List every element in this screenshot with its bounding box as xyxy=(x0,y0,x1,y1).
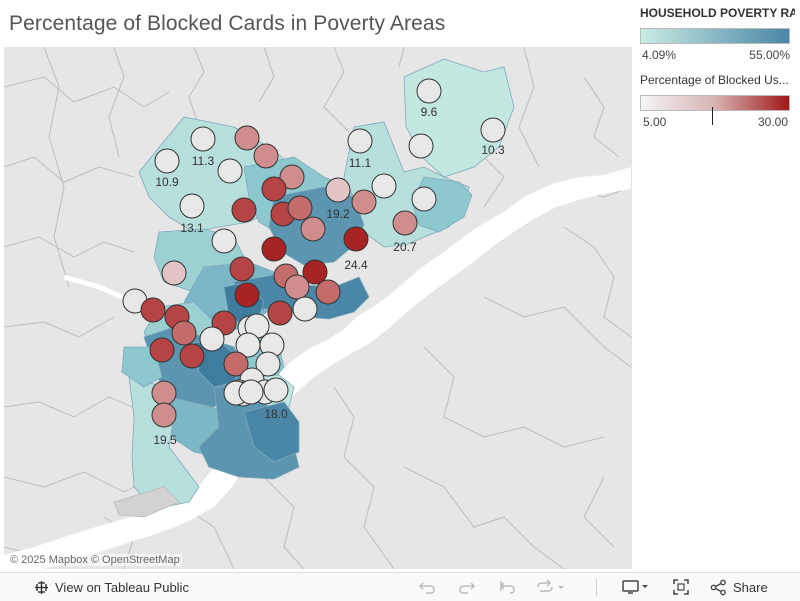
blocked-card-circle[interactable] xyxy=(292,296,318,322)
toolbar-separator xyxy=(596,579,597,596)
tableau-logo-icon xyxy=(35,581,48,594)
share-label: Share xyxy=(733,580,768,595)
blocked-card-circle[interactable] xyxy=(151,402,177,428)
blocked-card-circle[interactable] xyxy=(261,176,287,202)
blocked-card-circle[interactable] xyxy=(302,259,328,285)
blocked-card-circle[interactable] xyxy=(351,189,377,215)
legend-blocked: Percentage of Blocked Us... 5.00 30.00 xyxy=(640,73,795,129)
blocked-card-circle[interactable] xyxy=(315,279,341,305)
blocked-card-circle[interactable] xyxy=(179,343,205,369)
circle-value-label: 11.3 xyxy=(192,154,215,168)
blocked-card-circle[interactable] xyxy=(151,380,177,406)
blocked-cards-marks xyxy=(122,78,506,428)
delaware-river xyxy=(4,167,631,569)
blocked-card-circle[interactable] xyxy=(234,125,260,151)
blocked-card-circle[interactable] xyxy=(231,197,257,223)
blocked-card-circle[interactable] xyxy=(411,186,437,212)
refresh-dropdown-icon[interactable] xyxy=(536,578,566,596)
blocked-card-circle[interactable] xyxy=(343,226,369,252)
blocked-card-circle[interactable] xyxy=(238,379,264,405)
blocked-card-circle[interactable] xyxy=(223,351,249,377)
revert-icon[interactable] xyxy=(498,578,516,596)
blocked-card-circle[interactable] xyxy=(154,148,180,174)
blocked-card-circle[interactable] xyxy=(140,297,166,323)
circle-value-label: 19.5 xyxy=(153,433,177,447)
blocked-card-circle[interactable] xyxy=(234,282,260,308)
legend-poverty-max: 55.00% xyxy=(749,48,790,62)
circle-value-label: 9.6 xyxy=(421,105,438,119)
circle-value-label: 11.1 xyxy=(349,156,372,170)
redo-icon[interactable] xyxy=(458,578,476,596)
view-on-tableau-public-button[interactable]: View on Tableau Public xyxy=(34,580,189,595)
blocked-card-circle[interactable] xyxy=(284,274,310,300)
circle-value-label: 10.9 xyxy=(155,175,179,189)
legend-poverty-gradient xyxy=(640,28,790,44)
legend-blocked-title: Percentage of Blocked Us... xyxy=(640,73,789,87)
blocked-card-circle[interactable] xyxy=(161,260,187,286)
legend-blocked-marker xyxy=(712,107,713,125)
legend-poverty-title: HOUSEHOLD POVERTY RA... xyxy=(640,6,795,20)
view-on-tableau-public-label: View on Tableau Public xyxy=(55,580,189,595)
blocked-card-circle[interactable] xyxy=(480,117,506,143)
map-view[interactable]: 9.6 10.3 11.3 10.9 11.1 13.1 19.2 20.7 24.4 18.0 1… xyxy=(4,47,632,569)
airport-area xyxy=(113,486,180,518)
blocked-card-circle[interactable] xyxy=(416,78,442,104)
blocked-card-circle[interactable] xyxy=(179,193,205,219)
legend-poverty-min: 4.09% xyxy=(642,48,677,62)
blocked-card-circle[interactable] xyxy=(408,133,434,159)
tableau-toolbar: View on Tableau Public Share xyxy=(0,572,800,601)
legend-blocked-gradient xyxy=(640,95,790,111)
blocked-card-circle[interactable] xyxy=(190,126,216,152)
blocked-card-circle[interactable] xyxy=(211,228,237,254)
fullscreen-icon[interactable] xyxy=(672,578,690,596)
blocked-card-circle[interactable] xyxy=(263,377,289,403)
blocked-card-circle[interactable] xyxy=(371,173,397,199)
blocked-card-circle[interactable] xyxy=(229,256,255,282)
blocked-card-circle[interactable] xyxy=(392,210,418,236)
circle-value-label: 20.7 xyxy=(393,240,417,254)
share-icon xyxy=(710,579,726,596)
circle-value-label: 13.1 xyxy=(180,221,204,235)
legend-blocked-min: 5.00 xyxy=(643,115,667,129)
boundary-lines xyxy=(4,47,631,569)
circle-value-label: 24.4 xyxy=(344,258,368,272)
page-title: Percentage of Blocked Cards in Poverty A… xyxy=(9,12,446,35)
legend-poverty: HOUSEHOLD POVERTY RA... 4.09% 55.00% xyxy=(640,6,795,62)
circle-value-label: 18.0 xyxy=(264,407,288,421)
blocked-card-circle[interactable] xyxy=(300,216,326,242)
circle-value-label: 10.3 xyxy=(481,143,505,157)
blocked-card-circle[interactable] xyxy=(279,164,305,190)
undo-icon[interactable] xyxy=(418,578,436,596)
blocked-card-circle[interactable] xyxy=(171,320,197,346)
blocked-card-circle[interactable] xyxy=(261,236,287,262)
blocked-card-circle[interactable] xyxy=(217,158,243,184)
circle-value-label: 19.2 xyxy=(326,207,350,221)
circle-value-labels: 9.6 10.3 11.3 10.9 11.1 13.1 19.2 20.7 24.4 18.0 1… xyxy=(153,105,505,447)
blocked-card-circle[interactable] xyxy=(149,337,175,363)
device-preview-dropdown-icon[interactable] xyxy=(621,578,653,596)
map-attribution[interactable]: © 2025 Mapbox © OpenStreetMap xyxy=(8,554,182,566)
blocked-card-circle[interactable] xyxy=(347,128,373,154)
region-s2[interactable] xyxy=(243,401,300,463)
legend-blocked-max: 30.00 xyxy=(757,115,788,129)
blocked-card-circle[interactable] xyxy=(287,195,313,221)
blocked-card-circle[interactable] xyxy=(325,177,351,203)
blocked-card-circle[interactable] xyxy=(253,143,279,169)
blocked-card-circle[interactable] xyxy=(255,351,281,377)
blocked-card-circle[interactable] xyxy=(267,300,293,326)
blocked-card-circle[interactable] xyxy=(199,326,225,352)
share-button[interactable]: Share xyxy=(710,579,768,596)
